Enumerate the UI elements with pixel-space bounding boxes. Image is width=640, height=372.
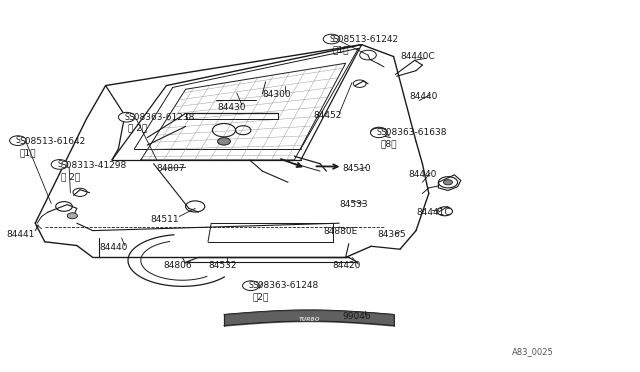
Circle shape — [444, 180, 452, 185]
Text: 84806: 84806 — [163, 262, 192, 270]
Text: S08313-41298
〈 2〉: S08313-41298 〈 2〉 — [61, 161, 127, 181]
Text: TURBO: TURBO — [298, 317, 320, 323]
Text: S08363-61638
〈8〉: S08363-61638 〈8〉 — [381, 128, 447, 148]
Text: 84533: 84533 — [339, 200, 368, 209]
Circle shape — [218, 138, 230, 145]
Circle shape — [10, 136, 26, 145]
Text: S: S — [376, 128, 381, 137]
Text: S: S — [329, 35, 334, 44]
Text: 84440C: 84440C — [400, 52, 435, 61]
Text: S08363-61238
〈 2〉: S08363-61238 〈 2〉 — [128, 113, 195, 133]
Text: 84430: 84430 — [218, 103, 246, 112]
Text: S: S — [57, 160, 62, 169]
Circle shape — [118, 112, 135, 122]
Text: 99046: 99046 — [342, 312, 371, 321]
Text: S: S — [124, 113, 129, 122]
Text: S: S — [248, 281, 253, 290]
Circle shape — [371, 128, 387, 138]
Text: 84420: 84420 — [333, 262, 361, 270]
Text: 84300: 84300 — [262, 90, 291, 99]
Text: A83_0025: A83_0025 — [512, 347, 554, 356]
Text: 84510: 84510 — [342, 164, 371, 173]
Text: 84441C: 84441C — [416, 208, 451, 217]
Circle shape — [323, 34, 340, 44]
Text: 84452: 84452 — [314, 111, 342, 120]
Text: 84532: 84532 — [208, 262, 237, 270]
Text: 84807: 84807 — [157, 164, 186, 173]
Text: 84880E: 84880E — [323, 227, 358, 236]
Text: 84511: 84511 — [150, 215, 179, 224]
Text: S08513-61242
〈1〉: S08513-61242 〈1〉 — [333, 35, 399, 55]
Circle shape — [243, 281, 259, 291]
Text: 84441: 84441 — [6, 230, 35, 239]
Text: 84440: 84440 — [410, 92, 438, 101]
Text: S08363-61248
〈2〉: S08363-61248 〈2〉 — [253, 281, 319, 301]
Circle shape — [51, 160, 68, 169]
Text: S: S — [15, 136, 20, 145]
Text: 84440: 84440 — [99, 243, 127, 252]
Text: S08513-61642
〈1〉: S08513-61642 〈1〉 — [19, 137, 86, 157]
Text: 84440: 84440 — [408, 170, 436, 179]
Text: 84365: 84365 — [378, 230, 406, 239]
Circle shape — [67, 213, 77, 219]
